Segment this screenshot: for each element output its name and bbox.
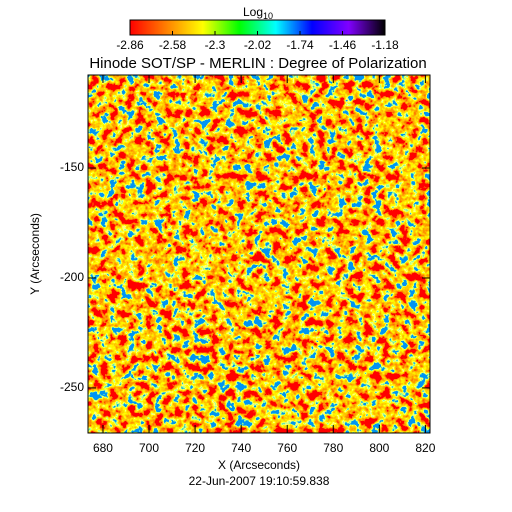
plot-frame — [87, 74, 431, 434]
colorbar-tick-label: -2.86 — [116, 38, 144, 52]
colorbar-tick-label: -2.58 — [159, 38, 187, 52]
colorbar-label-base: Log — [243, 5, 263, 19]
chart-title: Hinode SOT/SP - MERLIN : Degree of Polar… — [89, 55, 426, 72]
polarization-map — [88, 75, 430, 433]
colorbar-tick-label: -1.18 — [371, 38, 399, 52]
x-tick-label: 800 — [369, 441, 389, 455]
x-tick-label: 820 — [415, 441, 435, 455]
colorbar-tick-label: -2.02 — [244, 38, 272, 52]
x-axis-label: X (Arcseconds) — [218, 458, 300, 472]
colorbar-label-subscript: 10 — [263, 11, 273, 21]
colorbar-label: Log10 — [243, 5, 273, 21]
x-tick-label: 780 — [323, 441, 343, 455]
date-label: 22-Jun-2007 19:10:59.838 — [189, 474, 330, 488]
y-tick-label: -150 — [60, 160, 84, 174]
colorbar-tick-label: -2.3 — [205, 38, 226, 52]
x-tick-label: 700 — [139, 441, 159, 455]
y-tick-label: -200 — [60, 270, 84, 284]
colorbar-tick-label: -1.74 — [286, 38, 314, 52]
y-tick-label: -250 — [60, 380, 84, 394]
x-tick-label: 740 — [231, 441, 251, 455]
y-axis-label: Y (Arcseconds) — [28, 213, 42, 295]
x-tick-label: 760 — [277, 441, 297, 455]
colorbar-tick-label: -1.46 — [329, 38, 357, 52]
x-tick-label: 720 — [185, 441, 205, 455]
x-tick-label: 680 — [93, 441, 113, 455]
